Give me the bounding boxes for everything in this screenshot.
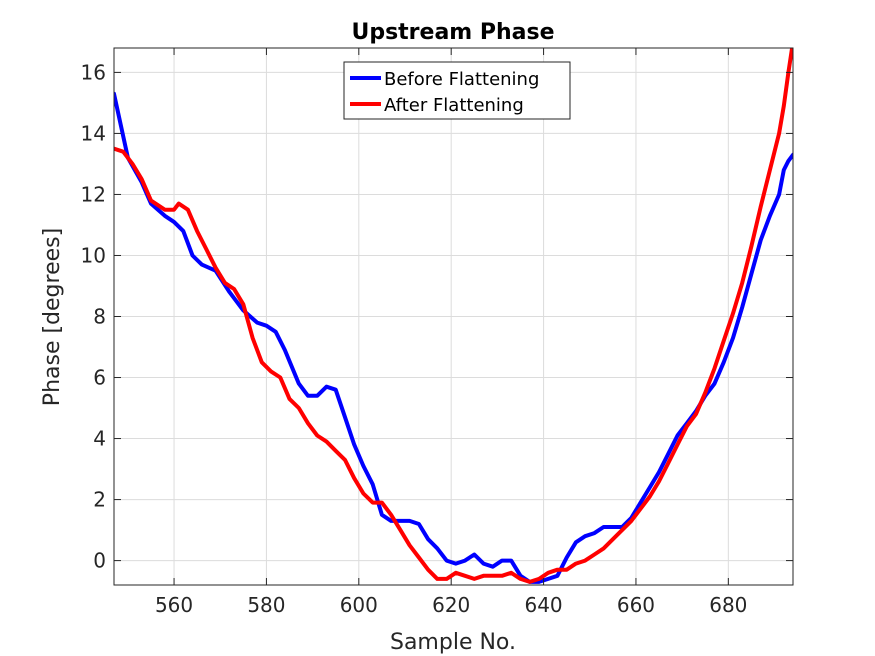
x-tick-label: 560 bbox=[155, 593, 193, 617]
x-tick-label: 580 bbox=[247, 593, 285, 617]
y-axis-label: Phase [degrees] bbox=[40, 228, 65, 406]
x-tick-label: 660 bbox=[617, 593, 655, 617]
series-layer bbox=[114, 48, 793, 584]
y-tick-label: 12 bbox=[81, 182, 106, 206]
y-tick-label: 8 bbox=[93, 305, 106, 329]
x-tick-label: 640 bbox=[524, 593, 562, 617]
chart-title: Upstream Phase bbox=[351, 20, 554, 45]
y-tick-label: 6 bbox=[93, 366, 106, 390]
y-tick-label: 4 bbox=[93, 427, 106, 451]
x-tick-label: 620 bbox=[432, 593, 470, 617]
y-tick-label: 2 bbox=[93, 488, 106, 512]
x-axis-label: Sample No. bbox=[390, 630, 516, 655]
legend-label-after: After Flattening bbox=[384, 95, 524, 116]
y-tick-label: 16 bbox=[81, 60, 106, 84]
x-tick-label: 600 bbox=[340, 593, 378, 617]
x-tick-label: 680 bbox=[709, 593, 747, 617]
legend-label-before: Before Flattening bbox=[384, 69, 539, 90]
legend-box bbox=[343, 61, 571, 120]
y-tick-label: 0 bbox=[93, 549, 106, 573]
series-line-after-flattening bbox=[114, 48, 793, 584]
grid bbox=[114, 48, 793, 585]
legend: Before Flattening After Flattening bbox=[343, 61, 571, 120]
y-tick-label: 14 bbox=[81, 121, 106, 145]
y-tick-label: 10 bbox=[81, 243, 106, 267]
ticks: 560 580 600 620 640 660 680 0 2 4 6 8 10 12 14 16 bbox=[81, 48, 793, 617]
